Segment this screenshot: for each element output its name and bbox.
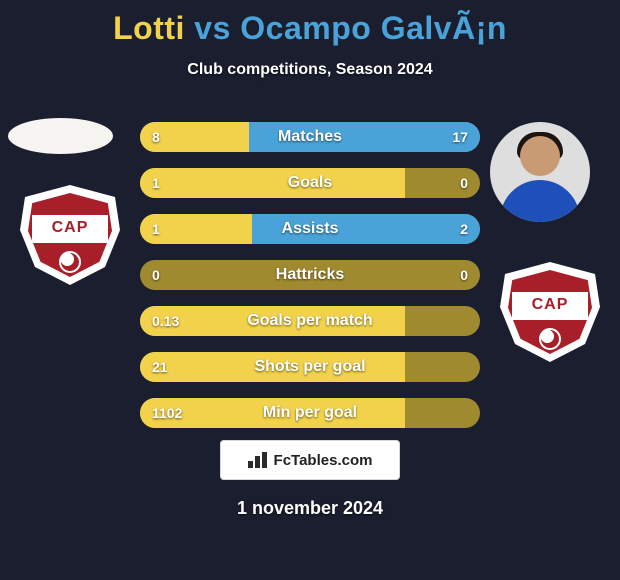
shield-ball-icon — [59, 251, 81, 273]
stat-value-left: 1 — [152, 175, 160, 191]
stat-value-right: 17 — [452, 129, 468, 145]
stat-value-left: 0 — [152, 267, 160, 283]
player1-name: Lotti — [113, 10, 185, 46]
stat-row: 8 17 Matches — [140, 122, 480, 152]
shield-ball-icon — [539, 328, 561, 350]
bar-chart-icon — [248, 452, 268, 468]
site-label: FcTables.com — [274, 452, 373, 469]
stat-row: 1102 Min per goal — [140, 398, 480, 428]
stat-label: Assists — [282, 220, 339, 238]
stat-label: Shots per goal — [254, 358, 365, 376]
comparison-chart: 8 17 Matches 1 0 Goals 1 2 Assists 0 0 Hattricks 0.1… — [140, 122, 480, 444]
stat-row: 21 Shots per goal — [140, 352, 480, 382]
stat-value-right: 0 — [460, 175, 468, 191]
stat-label: Matches — [278, 128, 342, 146]
stat-value-left: 0.13 — [152, 313, 179, 329]
page-title: Lotti vs Ocampo GalvÃ¡n — [0, 0, 620, 47]
shield-abbrev: CAP — [500, 296, 600, 314]
stat-bar-left — [140, 168, 405, 198]
shield-abbrev: CAP — [20, 219, 120, 237]
club-shield: CAP — [20, 185, 120, 285]
player1-avatar-placeholder — [8, 118, 113, 154]
stat-row: 1 0 Goals — [140, 168, 480, 198]
stat-value-left: 1 — [152, 221, 160, 237]
stat-value-left: 1102 — [152, 405, 182, 421]
club-shield: CAP — [500, 262, 600, 362]
stat-label: Goals per match — [247, 312, 372, 330]
stat-label: Min per goal — [263, 404, 357, 422]
player2-club-logo: CAP — [500, 262, 600, 362]
stat-value-left: 21 — [152, 359, 168, 375]
stat-label: Hattricks — [276, 266, 344, 284]
footer-date: 1 november 2024 — [237, 498, 383, 519]
stat-label: Goals — [288, 174, 332, 192]
site-badge: FcTables.com — [220, 440, 400, 480]
stat-row: 0 0 Hattricks — [140, 260, 480, 290]
avatar-body-shape — [500, 180, 580, 222]
player1-club-logo: CAP — [20, 185, 120, 285]
player2-name: Ocampo GalvÃ¡n — [240, 10, 507, 46]
stat-row: 1 2 Assists — [140, 214, 480, 244]
stat-value-right: 0 — [460, 267, 468, 283]
stat-value-right: 2 — [460, 221, 468, 237]
stat-value-left: 8 — [152, 129, 160, 145]
vs-text: vs — [194, 10, 231, 46]
player2-avatar — [490, 122, 590, 222]
avatar-head-shape — [520, 136, 560, 176]
stat-row: 0.13 Goals per match — [140, 306, 480, 336]
subtitle: Club competitions, Season 2024 — [0, 61, 620, 79]
